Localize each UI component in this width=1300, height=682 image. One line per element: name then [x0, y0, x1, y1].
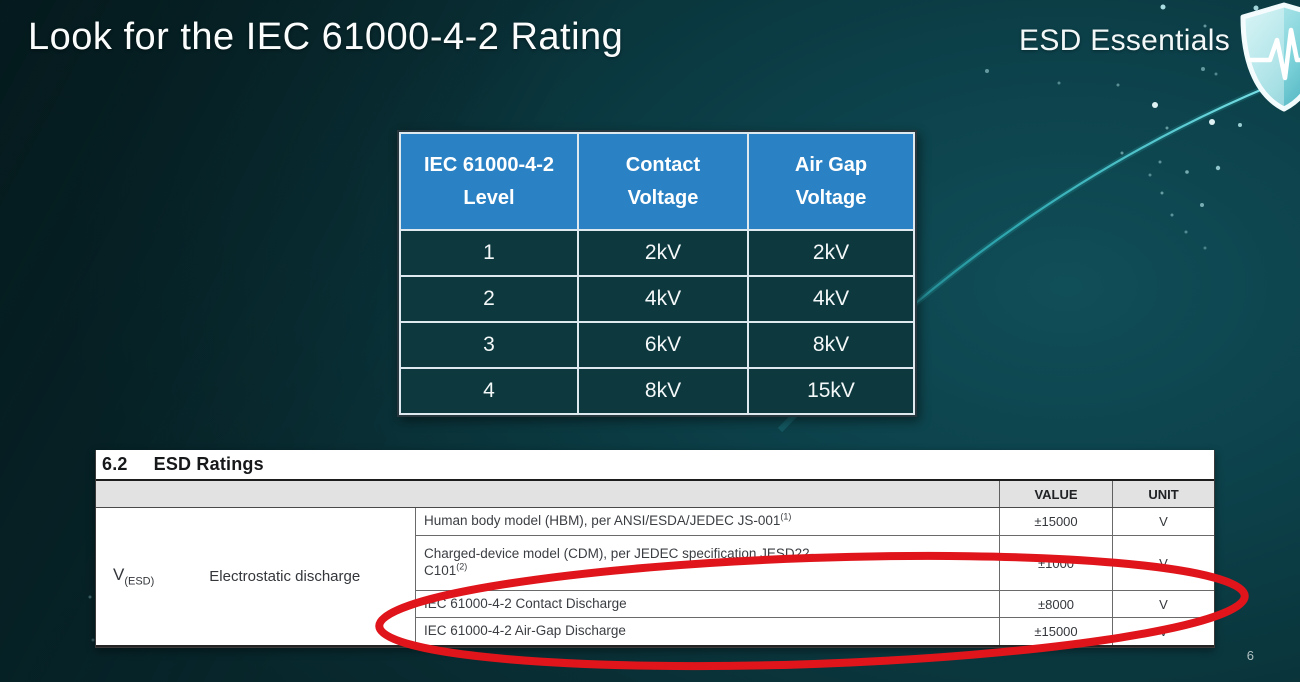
table-row-unit-contact: V	[1113, 591, 1214, 618]
unit-column-header: UNIT	[1148, 486, 1179, 502]
shield-pulse-icon-svg	[1240, 2, 1300, 112]
parameter-cell: V(ESD) Electrostatic discharge	[96, 508, 416, 645]
table-row-desc-hbm: Human body model (HBM), per ANSI/ESDA/JE…	[416, 508, 1000, 536]
table-cell: 4	[401, 369, 577, 413]
vesd-symbol: V(ESD)	[113, 565, 155, 588]
iec-table-header-level: IEC 61000-4-2 Level	[401, 134, 577, 229]
iec-table-header-airgap: Air Gap Voltage	[749, 134, 913, 229]
table-cell: 6kV	[579, 323, 747, 367]
page-title: Look for the IEC 61000-4-2 Rating	[28, 16, 624, 58]
table-cell: 4kV	[579, 277, 747, 321]
table-cell: 2kV	[749, 231, 913, 275]
datasheet-section-title: 6.2 ESD Ratings	[96, 450, 1214, 481]
datasheet-body: V(ESD) Electrostatic discharge Human bod…	[96, 508, 1214, 647]
parameter-label: Electrostatic discharge	[209, 568, 361, 585]
table-cell: 8kV	[579, 369, 747, 413]
table-row-unit-hbm: V	[1113, 508, 1214, 536]
table-cell: 2	[401, 277, 577, 321]
header-spacer	[96, 481, 1000, 507]
datasheet-header-row: VALUE UNIT	[96, 481, 1214, 508]
table-row-value-cdm: ±1000	[1000, 536, 1113, 591]
datasheet-excerpt: 6.2 ESD Ratings VALUE UNIT V(ESD) Electro…	[95, 450, 1215, 648]
iec-table-header-contact: Contact Voltage	[579, 134, 747, 229]
table-cell: 15kV	[749, 369, 913, 413]
table-row-value-contact: ±8000	[1000, 591, 1113, 618]
table-row-value-hbm: ±15000	[1000, 508, 1113, 536]
iec-level-table: IEC 61000-4-2 Level Contact Voltage Air …	[397, 130, 917, 417]
page-number: 6	[1246, 648, 1254, 663]
table-cell: 4kV	[749, 277, 913, 321]
value-column-header: VALUE	[1000, 481, 1113, 507]
table-row-desc-airgap: IEC 61000-4-2 Air-Gap Discharge	[416, 618, 1000, 645]
section-number: 6.2	[102, 454, 128, 474]
table-row-unit-cdm: V	[1113, 536, 1214, 591]
table-cell: 3	[401, 323, 577, 367]
table-cell: 8kV	[749, 323, 913, 367]
table-cell: 2kV	[579, 231, 747, 275]
section-title-text: ESD Ratings	[153, 454, 264, 474]
table-row-unit-airgap: V	[1159, 624, 1168, 639]
table-row-value-airgap: ±15000	[1000, 618, 1113, 645]
table-cell: 1	[401, 231, 577, 275]
table-row-desc-contact: IEC 61000-4-2 Contact Discharge	[416, 591, 1000, 618]
shield-pulse-icon	[1234, 2, 1300, 112]
brand-title: ESD Essentials	[1019, 24, 1230, 57]
table-row-desc-cdm: Charged-device model (CDM), per JEDEC sp…	[416, 536, 1000, 591]
